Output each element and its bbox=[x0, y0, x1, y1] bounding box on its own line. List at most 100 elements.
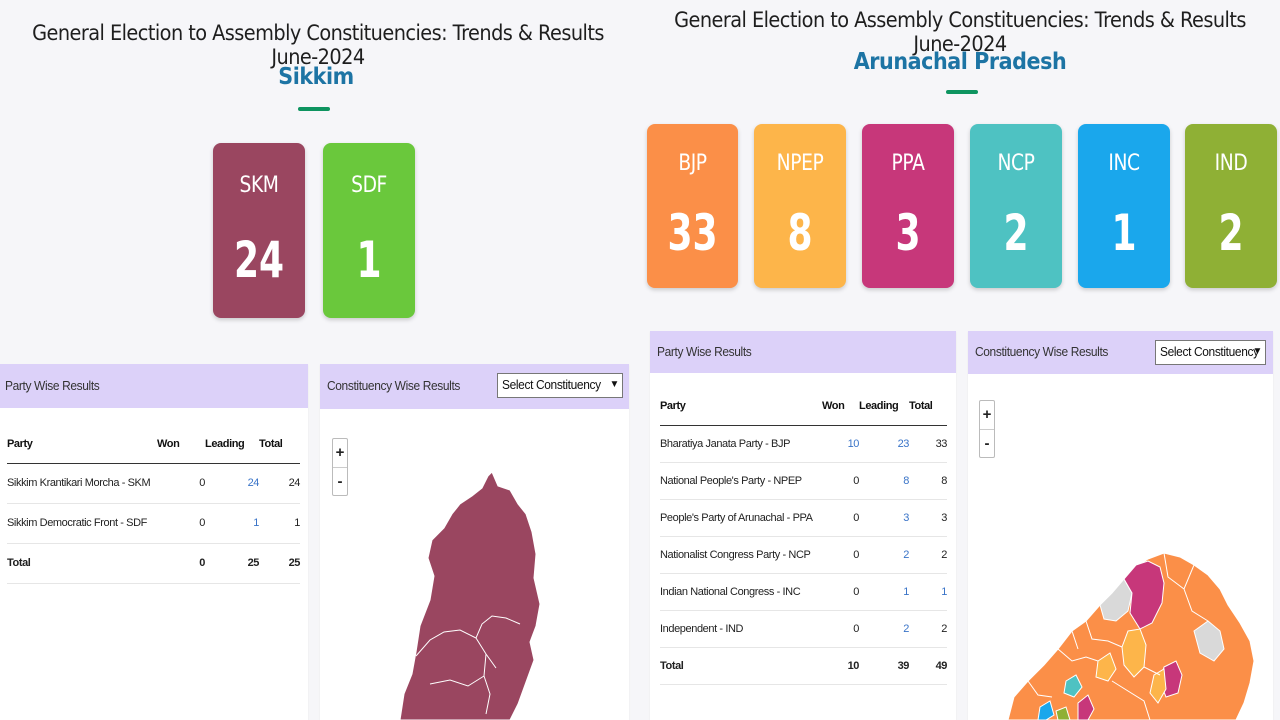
chevron-down-icon: ▼ bbox=[1252, 346, 1263, 357]
party-abbr: INC bbox=[1108, 151, 1140, 176]
table-row: Sikkim Democratic Front - SDF 0 1 1 bbox=[7, 503, 300, 544]
col-leading: Leading bbox=[205, 426, 259, 464]
won-value: 0 bbox=[822, 573, 859, 611]
party-name: Independent - IND bbox=[660, 610, 822, 648]
map-zoom-control: + - bbox=[979, 400, 995, 458]
constituency-select[interactable]: Select Constituency ▼ bbox=[497, 373, 623, 398]
map-boundary bbox=[483, 653, 491, 715]
page-title: General Election to Assembly Constituenc… bbox=[32, 21, 604, 69]
zoom-out-button[interactable]: - bbox=[980, 429, 994, 457]
total-value: 8 bbox=[909, 462, 947, 500]
leading-link[interactable]: 8 bbox=[859, 462, 909, 500]
map-region-npep bbox=[1149, 668, 1167, 704]
party-abbr: NCP bbox=[997, 151, 1035, 176]
party-abbr: SDF bbox=[351, 173, 387, 198]
party-abbr: PPA bbox=[891, 151, 925, 176]
total-won: 0 bbox=[157, 542, 205, 584]
col-party: Party bbox=[660, 388, 822, 426]
title-underline bbox=[946, 90, 978, 94]
panel-title: Party Wise Results bbox=[657, 344, 752, 359]
title-underline bbox=[298, 107, 330, 111]
party-count: 2 bbox=[1003, 204, 1029, 262]
party-name: Sikkim Krantikari Morcha - SKM bbox=[7, 463, 157, 504]
party-tile-bjp: BJP 33 bbox=[647, 124, 738, 288]
col-won: Won bbox=[157, 426, 205, 464]
won-value: 0 bbox=[822, 499, 859, 537]
party-tile-npep: NPEP 8 bbox=[754, 124, 846, 288]
map-region-npep bbox=[1095, 652, 1117, 682]
party-wise-panel: Party Wise Results Party Won Leading Tot… bbox=[650, 331, 956, 720]
total-value: 33 bbox=[909, 425, 947, 463]
party-count: 24 bbox=[233, 231, 285, 289]
table-header-row: Party Won Leading Total bbox=[660, 388, 947, 426]
zoom-out-button[interactable]: - bbox=[333, 467, 347, 495]
won-link[interactable]: 10 bbox=[822, 425, 859, 463]
total-link[interactable]: 1 bbox=[909, 573, 947, 611]
table-row: Bharatiya Janata Party - BJP 10 23 33 bbox=[660, 425, 947, 463]
table-total-row: Total 0 25 25 bbox=[7, 542, 300, 584]
panel-title: Constituency Wise Results bbox=[327, 378, 461, 393]
table-row: National People's Party - NPEP 0 8 8 bbox=[660, 462, 947, 500]
table-total-row: Total 10 39 49 bbox=[660, 646, 947, 685]
zoom-in-button[interactable]: + bbox=[335, 444, 345, 461]
leading-link[interactable]: 1 bbox=[859, 573, 909, 611]
party-tile-sdf: SDF 1 bbox=[323, 143, 415, 318]
map-region-npep bbox=[1121, 628, 1147, 678]
party-tile-skm: SKM 24 bbox=[213, 143, 305, 318]
won-value: 0 bbox=[157, 503, 205, 544]
panel-title: Party Wise Results bbox=[5, 378, 100, 393]
party-abbr: BJP bbox=[678, 151, 707, 176]
map-region-ind bbox=[1099, 578, 1133, 622]
party-count: 2 bbox=[1218, 204, 1244, 262]
sikkim-constituency-map[interactable] bbox=[320, 364, 629, 720]
select-value: Select Constituency bbox=[1160, 344, 1259, 359]
chevron-down-icon: ▼ bbox=[609, 379, 620, 390]
col-leading: Leading bbox=[859, 388, 909, 426]
state-name: Sikkim bbox=[278, 64, 354, 90]
state-name: Arunachal Pradesh bbox=[853, 49, 1067, 75]
won-value: 0 bbox=[822, 610, 859, 648]
map-region-inc bbox=[1037, 700, 1055, 720]
party-name: People's Party of Arunachal - PPA bbox=[660, 499, 822, 537]
party-count: 3 bbox=[895, 204, 921, 262]
col-total: Total bbox=[259, 426, 300, 464]
arunachal-constituency-map[interactable] bbox=[968, 331, 1273, 720]
total-won: 10 bbox=[822, 646, 859, 685]
party-tile-ind: IND 2 bbox=[1185, 124, 1277, 288]
table-row: Independent - IND 0 2 2 bbox=[660, 610, 947, 648]
table-row: Indian National Congress - INC 0 1 1 bbox=[660, 573, 947, 611]
col-party: Party bbox=[7, 426, 157, 464]
leading-link[interactable]: 24 bbox=[205, 463, 259, 504]
map-region bbox=[399, 471, 541, 720]
total-leading: 39 bbox=[859, 646, 909, 685]
constituency-select[interactable]: Select Constituency ▼ bbox=[1155, 340, 1266, 365]
sikkim-results-section: General Election to Assembly Constituenc… bbox=[0, 0, 636, 720]
leading-link[interactable]: 1 bbox=[205, 503, 259, 544]
arunachal-results-section: General Election to Assembly Constituenc… bbox=[640, 0, 1280, 720]
constituency-wise-panel: Constituency Wise Results Select Constit… bbox=[968, 331, 1273, 720]
panel-header: Constituency Wise Results Select Constit… bbox=[968, 331, 1273, 374]
total-total: 49 bbox=[909, 646, 947, 685]
total-leading: 25 bbox=[205, 542, 259, 584]
select-value: Select Constituency bbox=[502, 377, 601, 392]
party-tile-ncp: NCP 2 bbox=[970, 124, 1062, 288]
party-results-table: Party Won Leading Total Bharatiya Janata… bbox=[660, 388, 947, 685]
panel-header: Party Wise Results bbox=[0, 364, 308, 408]
leading-link[interactable]: 23 bbox=[859, 425, 909, 463]
party-count: 8 bbox=[787, 204, 813, 262]
zoom-in-button[interactable]: + bbox=[982, 406, 992, 423]
map-boundary bbox=[429, 675, 485, 687]
party-abbr: SKM bbox=[239, 173, 279, 198]
party-count: 1 bbox=[1111, 204, 1137, 262]
total-label: Total bbox=[7, 542, 157, 584]
map-region-ncp bbox=[1063, 674, 1083, 698]
leading-link[interactable]: 2 bbox=[859, 536, 909, 574]
party-abbr: IND bbox=[1214, 151, 1248, 176]
total-value: 2 bbox=[909, 610, 947, 648]
map-region-ppa bbox=[1123, 560, 1165, 630]
leading-link[interactable]: 3 bbox=[859, 499, 909, 537]
party-wise-panel: Party Wise Results Party Won Leading Tot… bbox=[0, 364, 308, 720]
leading-link[interactable]: 2 bbox=[859, 610, 909, 648]
party-tile-ppa: PPA 3 bbox=[862, 124, 954, 288]
party-name: National People's Party - NPEP bbox=[660, 462, 822, 500]
